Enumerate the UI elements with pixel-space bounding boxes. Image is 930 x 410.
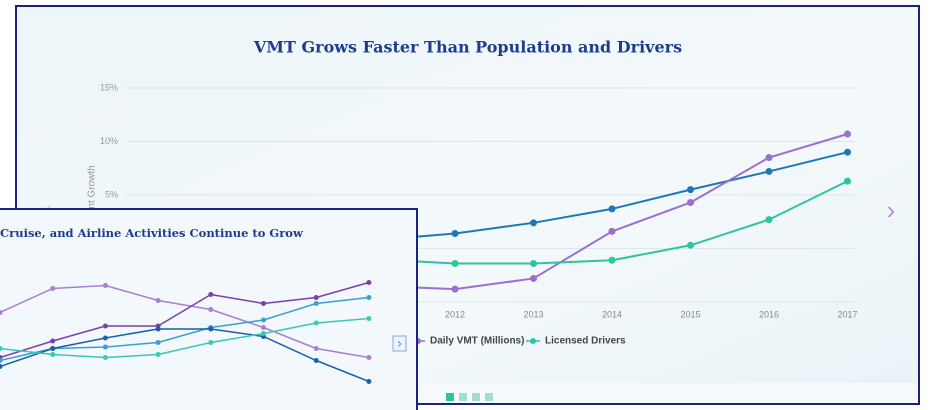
data-point [103,283,108,288]
data-point [609,257,616,264]
legend-marker [530,338,536,344]
data-point [844,178,851,185]
data-point [103,324,108,329]
inset-title: Cruise, and Airline Activities Continue … [0,226,304,240]
data-point [366,316,371,321]
x-tick-label: 2015 [680,309,700,319]
data-point [452,230,459,237]
x-tick-label: 2017 [837,309,857,319]
data-point [366,379,371,384]
data-point [156,352,161,357]
data-point [530,260,537,267]
data-point [452,286,459,293]
data-point [208,340,213,345]
page-dot[interactable] [459,393,467,401]
data-point [366,355,371,360]
legend-label: Licensed Drivers [545,336,626,347]
data-point [261,325,266,330]
data-point [530,275,537,282]
y-tick-label: 5% [105,189,118,199]
data-point [314,301,319,306]
data-point [208,307,213,312]
data-point [156,327,161,332]
data-point [844,149,851,156]
data-point [156,298,161,303]
y-tick-label: 10% [100,136,118,146]
x-tick-label: 2012 [445,309,465,319]
data-point [687,186,694,193]
data-point [766,168,773,175]
data-point [766,216,773,223]
data-point [50,339,55,344]
data-point [314,321,319,326]
data-point [50,286,55,291]
data-point [844,131,851,138]
data-point [50,352,55,357]
data-point [530,219,537,226]
data-point [261,301,266,306]
page-dot[interactable] [485,393,493,401]
data-point [452,260,459,267]
data-point [261,318,266,323]
legend-label: Daily VMT (Millions) [430,336,524,347]
y-tick-label: 15% [100,82,118,92]
data-point [156,340,161,345]
next-arrow[interactable]: › [887,195,896,225]
inset-next-arrow[interactable]: › [397,335,401,350]
data-point [687,199,694,206]
page-dot[interactable] [446,393,454,401]
data-point [103,336,108,341]
data-point [261,331,266,336]
chart-title: VMT Grows Faster Than Population and Dri… [253,38,682,57]
x-tick-label: 2016 [759,309,779,319]
data-point [103,355,108,360]
x-tick-label: 2013 [523,309,543,319]
data-point [208,292,213,297]
data-point [314,358,319,363]
x-tick-label: 2014 [602,309,622,319]
data-point [609,205,616,212]
data-point [366,295,371,300]
data-point [609,228,616,235]
data-point [366,280,371,285]
page: VMT Grows Faster Than Population and Dri… [0,0,930,410]
data-point [103,345,108,350]
data-point [766,154,773,161]
data-point [50,346,55,351]
data-point [314,346,319,351]
inset-chart: Cruise, and Airline Activities Continue … [0,208,420,410]
data-point [314,295,319,300]
data-point [208,327,213,332]
data-point [687,242,694,249]
page-dot[interactable] [472,393,480,401]
